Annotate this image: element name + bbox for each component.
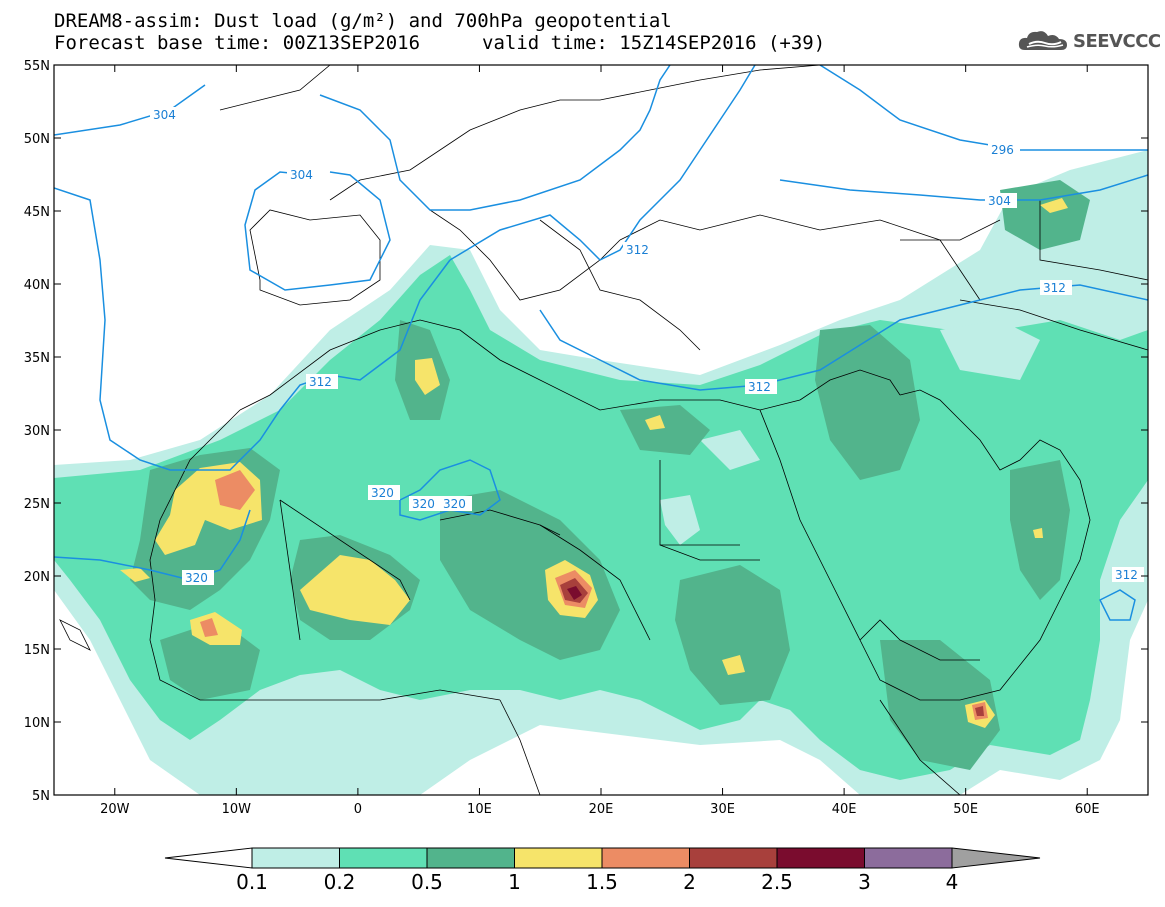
lat-tick-label: 10N bbox=[24, 716, 50, 731]
lon-tick-label: 10E bbox=[467, 802, 492, 817]
lon-tick-label: 30E bbox=[710, 802, 735, 817]
lat-tick-label: 30N bbox=[24, 424, 50, 439]
colorbar bbox=[164, 847, 1041, 869]
lon-tick-label: 60E bbox=[1075, 802, 1100, 817]
lat-tick-label: 50N bbox=[24, 132, 50, 147]
colorbar-level-label: 4 bbox=[945, 870, 959, 894]
colorbar-level-label: 2 bbox=[683, 870, 696, 894]
colorbar-swatch bbox=[864, 847, 953, 869]
contour-312-arabia bbox=[1098, 589, 1136, 621]
lon-tick-label: 20E bbox=[589, 802, 614, 817]
colorbar-level-label: 0.5 bbox=[411, 870, 443, 894]
colorbar-swatch bbox=[339, 847, 428, 869]
contour-labels: 304 304 296 304 312 312 312 312 312 320 … bbox=[150, 107, 1144, 585]
lon-tick-label: 40E bbox=[832, 802, 857, 817]
longitude-axis: 20W 10W 0 10E 20E 30E 40E 50E 60E bbox=[100, 65, 1100, 817]
colorbar-level-label: 1 bbox=[508, 870, 521, 894]
dust-load-fill bbox=[54, 150, 1148, 795]
contour-label: 320 bbox=[412, 497, 435, 511]
map-title: DREAM8-assim: Dust load (g/m²) and 700hP… bbox=[54, 10, 672, 32]
colorbar-swatch bbox=[776, 847, 865, 869]
colorbar-level-label: 3 bbox=[858, 870, 871, 894]
contour-312-west bbox=[54, 187, 451, 471]
logo-text: SEEVCCC bbox=[1073, 30, 1161, 52]
lat-tick-label: 5N bbox=[32, 789, 50, 804]
colorbar-swatch bbox=[514, 847, 603, 869]
seevccc-logo: SEEVCCC bbox=[1017, 28, 1161, 54]
colorbar-over-arrow bbox=[951, 847, 1041, 869]
contour-label: 304 bbox=[153, 108, 176, 122]
lat-tick-label: 20N bbox=[24, 570, 50, 585]
contour-label: 312 bbox=[309, 375, 332, 389]
lon-tick-label: 50E bbox=[953, 802, 978, 817]
colorbar-under-arrow bbox=[164, 847, 253, 869]
valid-time-label: valid time: 15Z14SEP2016 (+39) bbox=[482, 32, 826, 54]
contour-label: 312 bbox=[626, 243, 649, 257]
contour-label: 296 bbox=[991, 143, 1014, 157]
contour-label: 312 bbox=[1115, 568, 1138, 582]
lon-tick-label: 10W bbox=[222, 802, 252, 817]
contour-304-east bbox=[779, 174, 1148, 201]
colorbar-swatch bbox=[601, 847, 690, 869]
contour-304-iberia bbox=[244, 171, 391, 291]
contour-label: 312 bbox=[1043, 281, 1066, 295]
colorbar-swatch bbox=[251, 847, 340, 869]
contour-304-west bbox=[54, 84, 206, 136]
contour-label: 320 bbox=[371, 486, 394, 500]
lat-tick-label: 15N bbox=[24, 643, 50, 658]
colorbar-level-label: 0.2 bbox=[323, 870, 356, 894]
forecast-times: Forecast base time: 00Z13SEP2016 valid ti… bbox=[54, 32, 825, 54]
colorbar-level-label: 0.1 bbox=[236, 870, 268, 894]
base-time-label: Forecast base time: 00Z13SEP2016 bbox=[54, 32, 421, 54]
cloud-icon bbox=[1018, 31, 1067, 50]
contour-320-central bbox=[399, 459, 501, 521]
lon-tick-label: 20W bbox=[100, 802, 130, 817]
contour-312-east bbox=[539, 284, 1148, 391]
contour-label: 320 bbox=[185, 571, 208, 585]
lon-tick-label: 0 bbox=[354, 802, 362, 817]
colorbar-level-label: 1.5 bbox=[586, 870, 618, 894]
lat-tick-label: 35N bbox=[24, 351, 50, 366]
colorbar-swatch bbox=[426, 847, 515, 869]
contour-label: 304 bbox=[988, 194, 1011, 208]
colorbar-swatch bbox=[689, 847, 778, 869]
lat-tick-label: 40N bbox=[24, 278, 50, 293]
lat-tick-label: 25N bbox=[24, 497, 50, 512]
contour-label: 320 bbox=[443, 497, 466, 511]
latitude-axis: 55N 50N 45N 40N 35N 30N 25N 20N 15N 10N 5N bbox=[24, 59, 1148, 804]
dust-level-1-5 bbox=[215, 470, 255, 510]
dust-level-2-5 bbox=[567, 586, 582, 600]
geopotential-contours bbox=[54, 65, 1148, 621]
lat-tick-label: 55N bbox=[24, 59, 50, 74]
colorbar-level-label: 2.5 bbox=[761, 870, 793, 894]
contour-label: 304 bbox=[290, 168, 313, 182]
lat-tick-label: 45N bbox=[24, 205, 50, 220]
contour-296 bbox=[819, 65, 1148, 151]
contour-label: 312 bbox=[748, 380, 771, 394]
contour-312-med bbox=[449, 65, 756, 261]
